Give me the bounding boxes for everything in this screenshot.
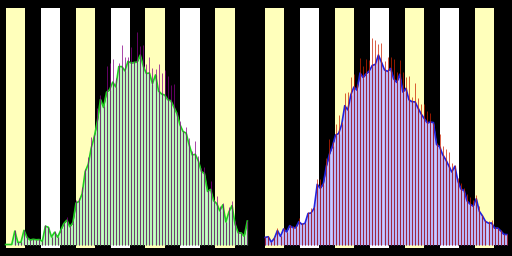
Bar [440, 8, 459, 248]
Bar [145, 8, 165, 248]
Bar [510, 8, 512, 248]
Bar [265, 8, 285, 248]
Bar [111, 8, 130, 248]
Bar [180, 8, 200, 248]
Bar [76, 8, 95, 248]
Bar [405, 8, 424, 248]
Bar [216, 8, 234, 248]
Bar [285, 8, 305, 248]
Bar [370, 8, 389, 248]
Bar [475, 8, 494, 248]
Bar [40, 8, 60, 248]
Bar [250, 8, 270, 248]
Bar [335, 8, 354, 248]
Bar [300, 8, 319, 248]
Bar [6, 8, 25, 248]
